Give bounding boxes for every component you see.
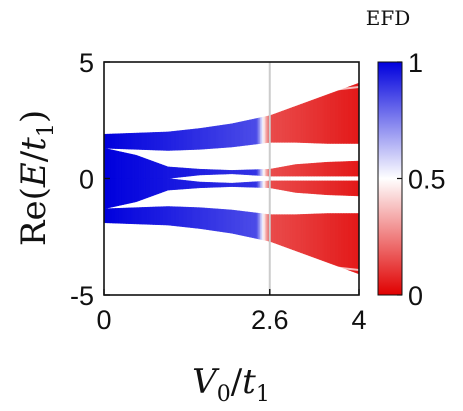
x-axis-label: V0/t1 (192, 362, 270, 407)
x-tick-label: 0 (96, 305, 111, 335)
band-gap (269, 259, 359, 272)
band-upper-inner (104, 148, 359, 179)
colorbar-title: EFD (366, 6, 411, 30)
colorbar-tick-label: 1 (408, 48, 423, 78)
y-axis-label: Re(E/t1) (14, 110, 59, 246)
energy-bands (104, 82, 359, 275)
colorbar-tick-label: 0.5 (408, 165, 446, 195)
y-tick-label: 5 (79, 48, 94, 78)
band-lower-inner (104, 178, 359, 209)
band-upper-outer (104, 82, 359, 151)
x-tick-label: 2.6 (251, 305, 289, 335)
band-lower-outer (104, 206, 359, 275)
colorbar-tick-label: 0 (408, 281, 423, 311)
y-tick-label: 0 (79, 165, 94, 195)
y-tick-label: -5 (70, 281, 94, 311)
x-tick-label: 4 (351, 305, 366, 335)
band-gap (269, 85, 359, 98)
